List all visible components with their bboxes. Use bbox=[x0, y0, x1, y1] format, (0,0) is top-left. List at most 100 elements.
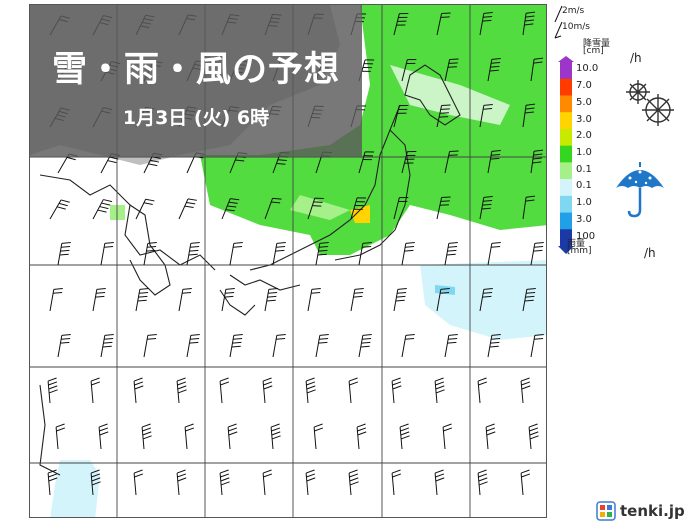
wind-barb-feather bbox=[263, 381, 273, 386]
wind-barb-feather bbox=[48, 389, 58, 394]
legend-panel: 2m/s 10m/s 降雪量 [cm] 10.0 7.0 5.0 3.0 2.0 1.0 0… bbox=[552, 0, 692, 531]
wind-barb-feather bbox=[440, 291, 450, 294]
wind-barb-feather bbox=[357, 427, 367, 432]
wind-barb-feather bbox=[477, 469, 487, 474]
wind-barb-feather bbox=[490, 157, 500, 160]
wind-barb-feather bbox=[266, 299, 276, 302]
wind-barb-feather bbox=[448, 245, 458, 248]
wind-barb-feather bbox=[478, 473, 488, 478]
wind-barb-feather bbox=[231, 345, 241, 348]
wind-barb-feather bbox=[142, 431, 152, 436]
wind-barb-feather bbox=[103, 341, 113, 344]
scale-swatch bbox=[560, 229, 572, 247]
wind-barb-feather bbox=[189, 341, 199, 344]
wind-barb-feather bbox=[397, 288, 407, 290]
rain-unit: [mm] bbox=[567, 246, 592, 256]
wind-barb-feather bbox=[318, 341, 328, 344]
wind-barb-feather bbox=[59, 253, 69, 256]
wind-barb-feather bbox=[532, 161, 542, 164]
color-scale bbox=[558, 56, 574, 254]
wind-barb-feather bbox=[233, 337, 243, 340]
wind-barb-feather bbox=[267, 295, 277, 298]
snow-per-hour: /h bbox=[630, 51, 642, 65]
wind-barb-feather bbox=[133, 469, 143, 474]
wind-barb-feather bbox=[524, 19, 534, 22]
wind-barb-feather bbox=[224, 295, 234, 298]
wind-barb-feather bbox=[48, 473, 58, 478]
wind-barb-feather bbox=[271, 435, 281, 440]
wind-barb-feather bbox=[90, 377, 100, 382]
wind-barb-feather bbox=[525, 15, 535, 18]
wind-barb-feather bbox=[177, 473, 187, 478]
wind-barb-feather bbox=[225, 291, 235, 294]
wind-barb-feather bbox=[60, 341, 70, 344]
wind-barb-feather bbox=[61, 337, 71, 340]
wind-barb-feather bbox=[228, 431, 238, 436]
wind-barb-feather bbox=[99, 431, 109, 436]
wind-barb-feather bbox=[142, 427, 152, 432]
wind-barb-feather bbox=[405, 245, 415, 248]
umbrella-icon bbox=[616, 162, 664, 218]
wind-barb-feather bbox=[148, 163, 158, 167]
wind-barb-feather bbox=[306, 473, 316, 478]
wind-barb-feather bbox=[61, 245, 71, 248]
scale-label: 1.0 bbox=[576, 147, 592, 158]
scale-swatch bbox=[560, 179, 572, 197]
wind-barb-feather bbox=[483, 291, 493, 294]
wind-barb-feather bbox=[483, 288, 493, 290]
wind-barb-feather bbox=[489, 69, 499, 72]
wind-barb-feather bbox=[319, 242, 329, 244]
wind-barb-feather bbox=[435, 381, 445, 386]
coastlines bbox=[39, 64, 461, 476]
wind-barb-feather bbox=[220, 477, 230, 482]
wind-barb-feather bbox=[534, 334, 544, 336]
wind-barb-feather bbox=[263, 385, 273, 390]
wind-barb-feather bbox=[306, 477, 316, 482]
wind-barb-feather bbox=[270, 423, 280, 428]
wind-barb-feather bbox=[526, 195, 536, 198]
wind-barb-feather bbox=[177, 477, 187, 482]
wind-barb-feather bbox=[263, 473, 273, 478]
wind-barb-feather bbox=[533, 61, 543, 64]
wind-barb-feather bbox=[219, 377, 229, 382]
wind-barb-feather bbox=[483, 196, 493, 198]
wind-barb-feather bbox=[102, 345, 112, 348]
scale-swatch bbox=[560, 162, 572, 180]
wind-barb-feather bbox=[177, 381, 187, 386]
wind-barb-feather bbox=[349, 473, 359, 478]
wind-barb-feather bbox=[524, 23, 534, 26]
wind-barb-feather bbox=[448, 242, 458, 244]
wind-barb-feather bbox=[107, 160, 117, 164]
wind-barb-feather bbox=[233, 242, 243, 244]
wind-barb-feather bbox=[362, 334, 372, 336]
scale-label: 0.1 bbox=[576, 163, 592, 175]
wind-barb-feather bbox=[48, 381, 58, 386]
wind-barb-feather bbox=[306, 385, 316, 390]
scale-swatch bbox=[560, 112, 572, 130]
scale-label: 1.0 bbox=[576, 197, 592, 209]
wind-barb-feather bbox=[404, 249, 414, 252]
wind-barb-feather bbox=[190, 337, 200, 340]
wind-barb-feather bbox=[276, 334, 286, 336]
wind-barb-feather bbox=[348, 377, 358, 382]
wind-barb-feather bbox=[448, 334, 458, 336]
wind-barb-feather bbox=[182, 291, 192, 294]
wind-barb-feather bbox=[526, 103, 536, 106]
scale-label: 2.0 bbox=[576, 130, 592, 142]
wind-barb-feather bbox=[95, 295, 105, 298]
scale-label: 3.0 bbox=[576, 113, 592, 125]
wind-barb-feather bbox=[133, 377, 143, 382]
wind-barb-feather bbox=[90, 469, 100, 474]
wind-barb-feather bbox=[483, 104, 493, 106]
wind-barb-feather bbox=[486, 431, 496, 436]
wind-barb-feather bbox=[440, 288, 450, 290]
wind-barb-feather bbox=[491, 334, 501, 336]
wind-barb-feather bbox=[268, 291, 278, 294]
wind-barb-feather bbox=[348, 469, 358, 474]
tenki-logo[interactable]: tenki.jp bbox=[596, 499, 685, 523]
title-panel: 雪・雨・風の予想 1月3日 (火) 6時 bbox=[30, 5, 362, 157]
wind-barb-feather bbox=[483, 199, 493, 202]
wind-barb-feather bbox=[230, 198, 240, 201]
wind-barb-feather bbox=[276, 162, 286, 165]
